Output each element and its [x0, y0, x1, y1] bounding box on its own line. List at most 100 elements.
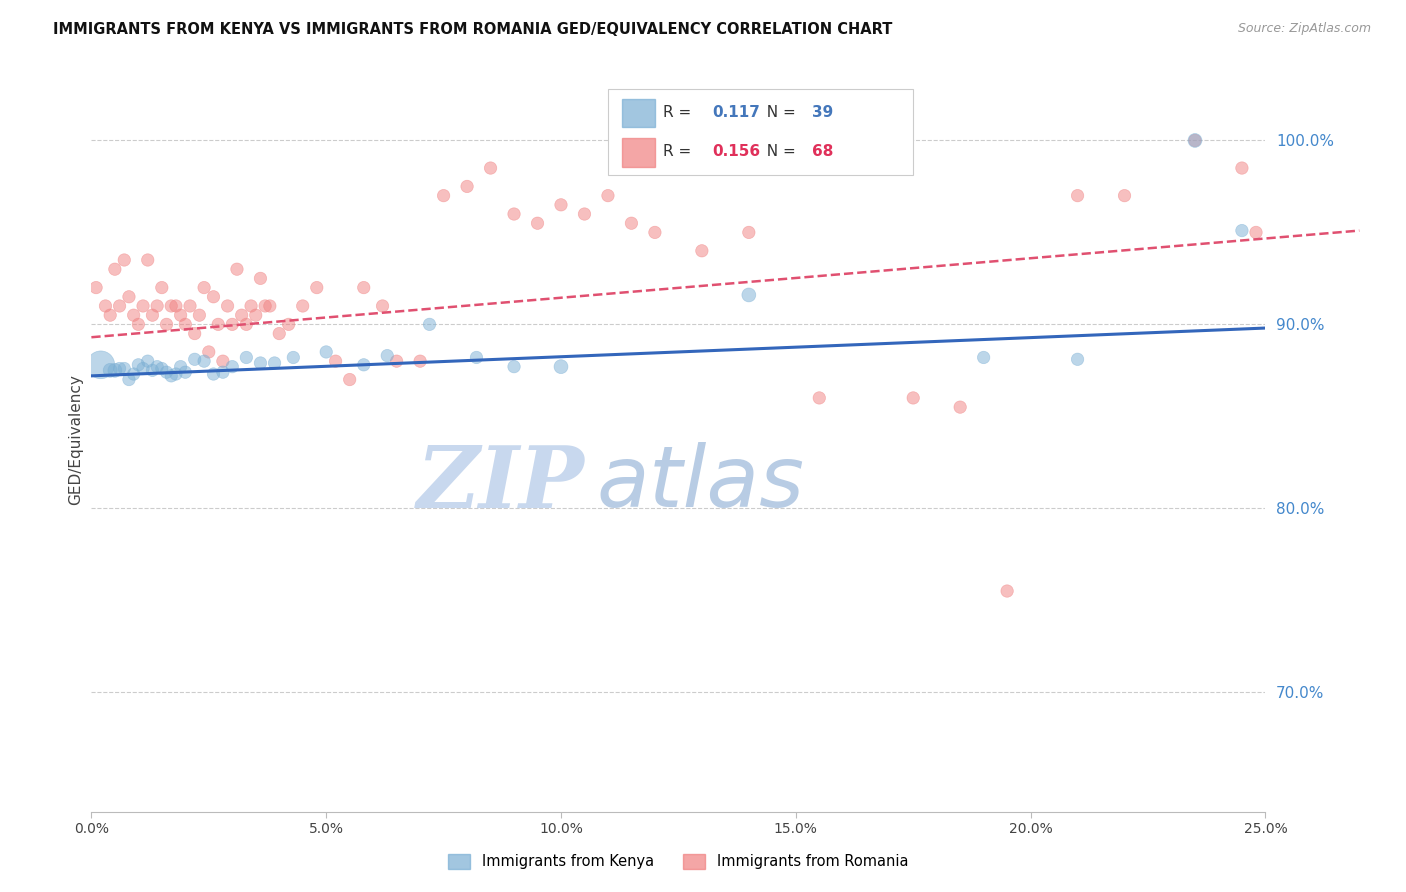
- Point: [235, 318, 257, 332]
- Bar: [621, 99, 655, 128]
- Point: [249, 356, 271, 370]
- Point: [409, 354, 432, 368]
- Text: N =: N =: [756, 105, 800, 120]
- Point: [315, 345, 337, 359]
- Point: [212, 354, 235, 368]
- Point: [574, 207, 596, 221]
- Point: [269, 326, 291, 341]
- Point: [169, 359, 191, 374]
- Text: 0.156: 0.156: [713, 145, 761, 160]
- Point: [188, 308, 211, 322]
- Point: [132, 299, 155, 313]
- Point: [221, 359, 243, 374]
- Point: [263, 356, 285, 370]
- Point: [371, 299, 394, 313]
- Point: [231, 308, 253, 322]
- Point: [90, 358, 112, 372]
- Point: [202, 290, 225, 304]
- Point: [141, 308, 163, 322]
- Point: [127, 318, 149, 332]
- Point: [385, 354, 408, 368]
- Point: [1244, 226, 1267, 240]
- Point: [183, 352, 205, 367]
- Point: [94, 299, 117, 313]
- Point: [432, 188, 454, 202]
- Point: [183, 326, 205, 341]
- Point: [104, 363, 127, 377]
- Point: [122, 367, 145, 381]
- Point: [108, 299, 131, 313]
- Point: [160, 299, 183, 313]
- Point: [1184, 133, 1206, 147]
- Point: [118, 372, 141, 386]
- Point: [146, 299, 169, 313]
- Point: [259, 299, 281, 313]
- Point: [1066, 188, 1088, 202]
- Point: [169, 308, 191, 322]
- Point: [479, 161, 502, 175]
- Point: [150, 280, 173, 294]
- Point: [339, 372, 361, 386]
- Point: [644, 226, 666, 240]
- Point: [141, 363, 163, 377]
- Point: [1114, 188, 1136, 202]
- Point: [738, 288, 761, 302]
- Point: [503, 359, 526, 374]
- Point: [283, 351, 305, 365]
- Point: [456, 179, 478, 194]
- Point: [122, 308, 145, 322]
- Point: [1230, 223, 1253, 237]
- Bar: [621, 138, 655, 167]
- Point: [221, 318, 243, 332]
- Point: [550, 198, 572, 212]
- Legend: Immigrants from Kenya, Immigrants from Romania: Immigrants from Kenya, Immigrants from R…: [443, 848, 914, 875]
- Text: 39: 39: [813, 105, 834, 120]
- Point: [84, 280, 107, 294]
- Point: [226, 262, 249, 277]
- Text: atlas: atlas: [596, 442, 804, 525]
- Point: [179, 299, 201, 313]
- FancyBboxPatch shape: [607, 89, 912, 175]
- Point: [550, 359, 572, 374]
- Point: [254, 299, 277, 313]
- Point: [1066, 352, 1088, 367]
- Point: [596, 188, 619, 202]
- Point: [136, 354, 159, 368]
- Point: [212, 365, 235, 379]
- Point: [305, 280, 328, 294]
- Point: [808, 391, 831, 405]
- Point: [690, 244, 713, 258]
- Point: [995, 584, 1018, 599]
- Point: [901, 391, 924, 405]
- Point: [104, 262, 127, 277]
- Text: R =: R =: [664, 105, 696, 120]
- Point: [375, 349, 398, 363]
- Text: 0.117: 0.117: [713, 105, 761, 120]
- Point: [112, 361, 135, 376]
- Text: R =: R =: [664, 145, 696, 160]
- Point: [325, 354, 347, 368]
- Point: [155, 365, 177, 379]
- Point: [146, 359, 169, 374]
- Point: [240, 299, 263, 313]
- Text: ZIP: ZIP: [416, 442, 585, 525]
- Point: [249, 271, 271, 285]
- Point: [174, 365, 197, 379]
- Point: [217, 299, 239, 313]
- Point: [235, 351, 257, 365]
- Point: [245, 308, 267, 322]
- Point: [197, 345, 219, 359]
- Text: Source: ZipAtlas.com: Source: ZipAtlas.com: [1237, 22, 1371, 36]
- Point: [1184, 133, 1206, 147]
- Point: [174, 318, 197, 332]
- Text: N =: N =: [756, 145, 800, 160]
- Point: [277, 318, 299, 332]
- Point: [98, 308, 121, 322]
- Point: [165, 299, 187, 313]
- Point: [291, 299, 314, 313]
- Point: [526, 216, 548, 230]
- Point: [136, 252, 159, 267]
- Point: [949, 400, 972, 414]
- Point: [465, 351, 488, 365]
- Point: [1230, 161, 1253, 175]
